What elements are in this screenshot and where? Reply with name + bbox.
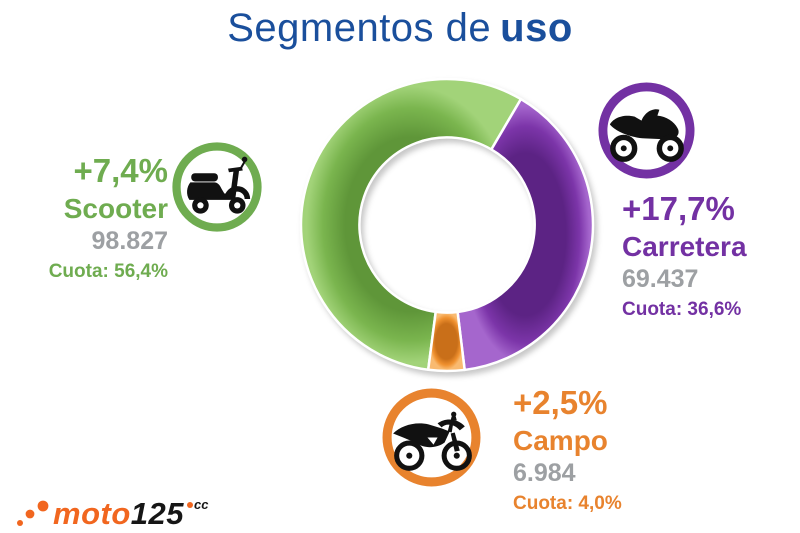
scooter-icon [172,142,262,232]
donut-chart [299,77,595,373]
logo-number-125: 125 [130,495,184,531]
dirtbike-icon [382,388,481,487]
moto125-logo: moto125 cc [15,486,208,531]
carretera-delta: +17,7% [622,190,735,227]
logo-sup-dot-icon [187,501,193,508]
scooter-share: Cuota: 56,4% [48,260,168,282]
logo-suffix-cc: cc [194,497,209,512]
logo-suffix: cc [187,498,208,511]
carretera-name: Carretera [622,230,747,262]
campo-name: Campo [513,424,608,456]
campo-share: Cuota: 4,0% [513,492,622,514]
page-title: Segmentos de uso [0,6,800,51]
carretera-registrations: 69.437 [622,265,699,294]
scooter-registrations: 98.827 [91,227,168,256]
carretera-share: Cuota: 36,6% [622,298,742,320]
segment-scooter-stats: +7,4% Scooter 98.827 Cuota: 56,4% [20,154,168,281]
logo-wordmark: moto125 [53,495,184,531]
segment-campo-stats: +2,5% Campo 6.984 Cuota: 4,0% [513,386,683,513]
donut-segment-scooter [299,77,523,372]
scooter-delta: +7,4% [73,152,169,189]
scooter-name: Scooter [63,192,168,224]
logo-dots-icon [17,500,49,526]
page-title-regular: Segmentos de [227,6,492,50]
logo-word-moto: moto [53,495,131,531]
page-title-bold: uso [500,6,573,50]
campo-registrations: 6.984 [513,459,576,488]
campo-delta: +2,5% [513,384,608,421]
donut-segment-campo [426,310,466,373]
donut-segment-carretera [456,97,595,372]
sportbike-icon [598,82,695,179]
segment-carretera-stats: +17,7% Carretera 69.437 Cuota: 36,6% [622,192,800,319]
